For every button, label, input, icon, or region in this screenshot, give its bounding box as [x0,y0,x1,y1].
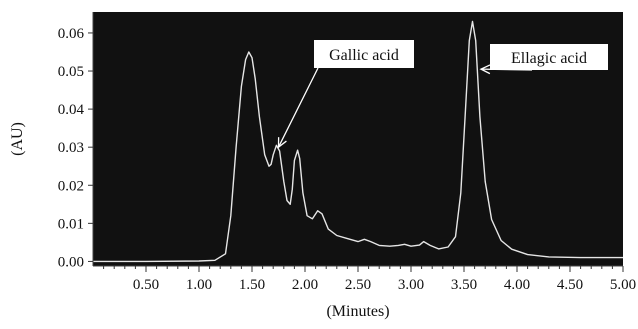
y-tick-label: 0.06 [58,26,85,42]
annotation-label: Gallic acid [329,47,399,64]
x-tick-label: 2.00 [292,277,318,293]
absorbance-trace [93,20,623,263]
x-tick-label: 4.50 [557,277,583,293]
y-tick-label: 0.02 [58,178,84,194]
annotation-ellagic-acid: Ellagic acid [479,44,608,75]
x-axis: 0.50 1.00 1.50 2.00 2.50 3.00 3.50 4.00 4.50 5.00 [93,265,636,293]
x-tick-label: 0.50 [133,277,159,293]
annotation-label: Ellagic acid [511,50,587,67]
y-tick-label: 0.00 [58,254,84,270]
y-tick-label: 0.05 [58,64,84,80]
annotation-arrowhead [277,137,287,149]
y-tick-label: 0.03 [58,140,84,156]
y-axis: 0.00 0.01 0.02 0.03 0.04 0.05 0.06 [58,12,94,270]
x-tick-label: 1.00 [186,277,212,293]
y-tick-label: 0.01 [58,216,84,232]
annotation-label-box [314,40,414,68]
x-tick-label: 5.00 [610,277,636,293]
annotation-gallic-acid: Gallic acid [277,40,414,149]
annotation-label-box [490,44,608,70]
x-tick-label: 1.50 [239,277,265,293]
y-axis-title: (AU) [9,122,26,156]
annotation-arrowhead [479,64,491,75]
x-tick-label: 4.00 [504,277,530,293]
x-tick-label: 3.00 [398,277,424,293]
y-tick-label: 0.04 [58,102,85,118]
x-tick-label: 2.50 [345,277,371,293]
x-axis-title: (Minutes) [326,303,389,320]
x-tick-label: 3.50 [451,277,477,293]
annotation-arrow [277,67,319,148]
